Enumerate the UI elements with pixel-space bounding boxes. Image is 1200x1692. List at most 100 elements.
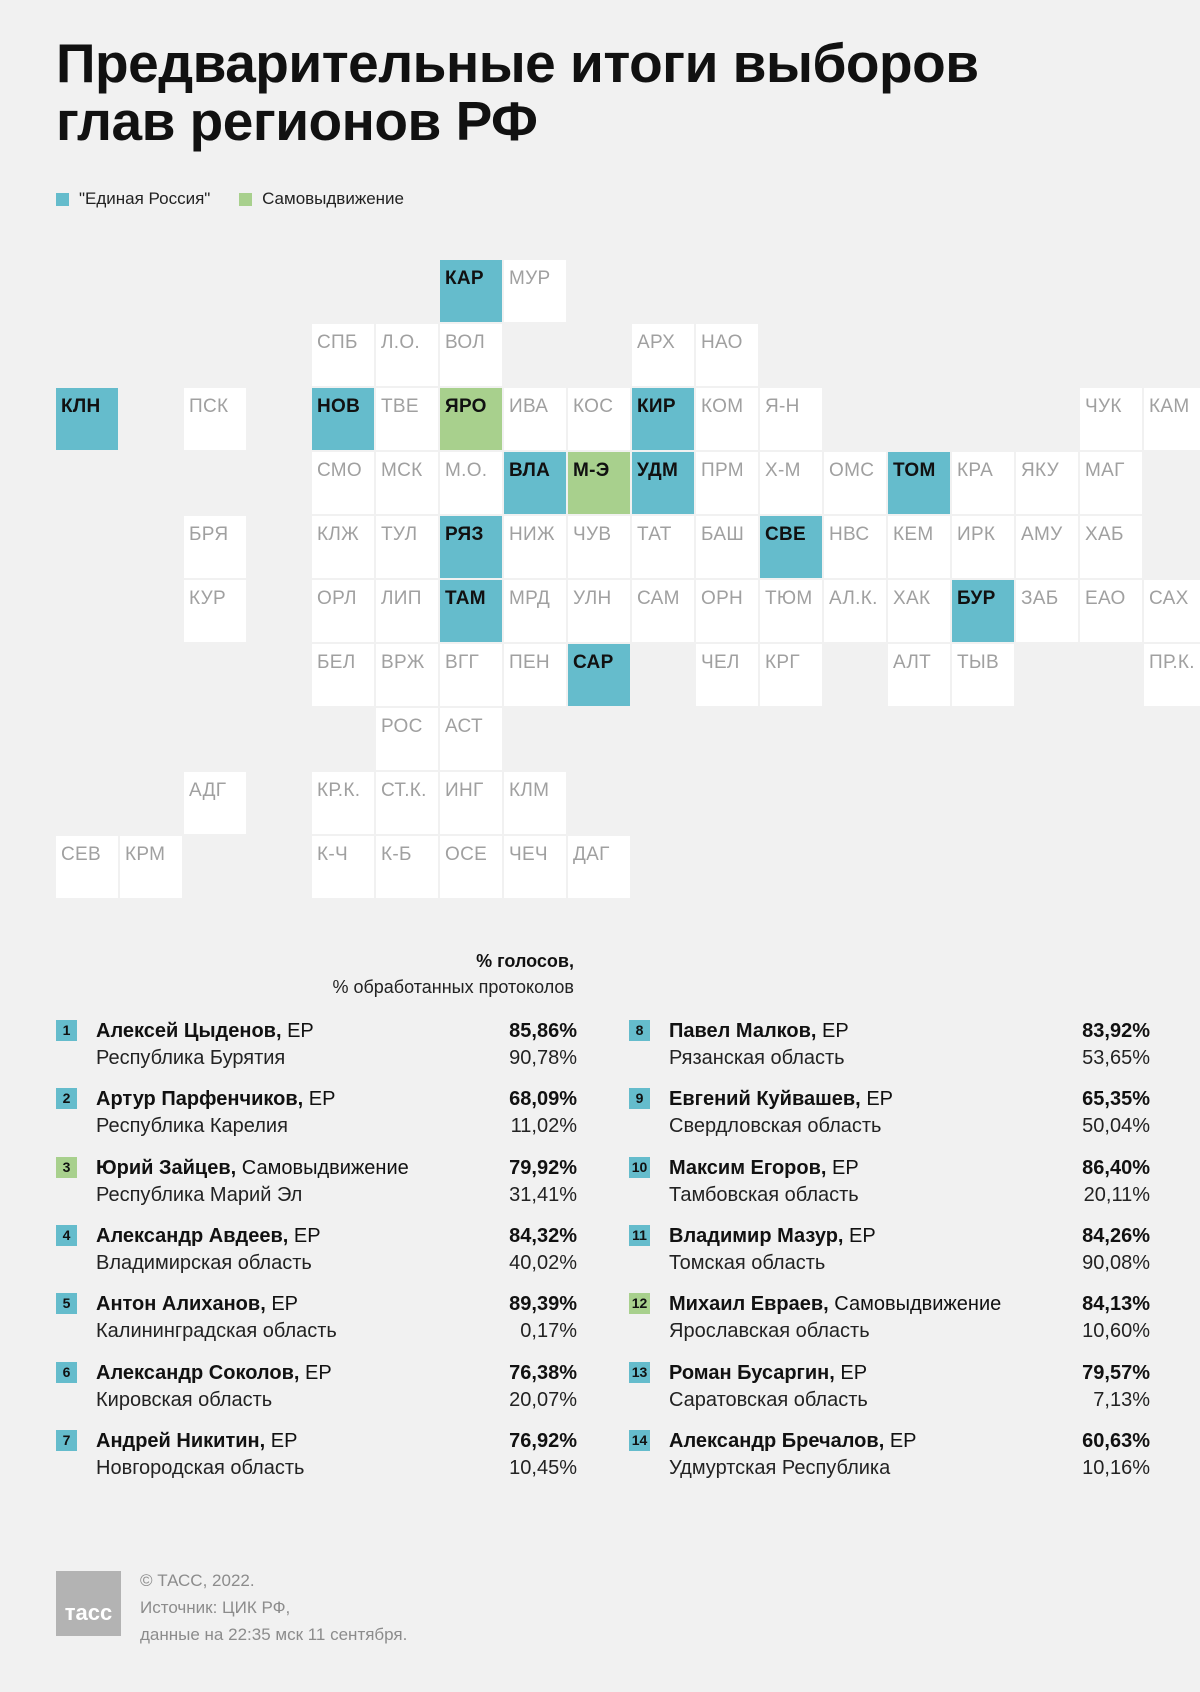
votes-percent: 84,32% — [509, 1224, 577, 1247]
page-title: Предварительные итоги выборов глав регио… — [56, 34, 1156, 150]
map-tile: ПРМ — [696, 452, 758, 514]
result-row: 2 Артур Парфенчиков, ЕР Республика Карелия… — [56, 1086, 577, 1146]
votes-percent: 76,38% — [509, 1361, 577, 1384]
candidate-region: Калининградская область — [96, 1320, 337, 1343]
legend: "Единая Россия" Самовыдвижение — [56, 189, 428, 211]
map-tile: Л.О. — [376, 324, 438, 386]
protocols-percent: 90,08% — [1082, 1251, 1150, 1274]
map-tile: СМО — [312, 452, 374, 514]
map-tile: САР — [568, 644, 630, 706]
map-tile: САХ — [1144, 580, 1200, 642]
candidate-name: Максим Егоров, ЕР — [669, 1155, 859, 1181]
candidate-region: Новгородская область — [96, 1456, 305, 1479]
result-row: 3 Юрий Зайцев, Самовыдвижение Республика М… — [56, 1155, 577, 1215]
candidate-party: ЕР — [866, 1088, 893, 1111]
votes-percent: 79,92% — [509, 1156, 577, 1179]
candidate-full-name: Владимир Мазур, — [669, 1224, 844, 1247]
votes-percent: 79,57% — [1082, 1361, 1150, 1384]
map-tile: ОСЕ — [440, 836, 502, 898]
votes-percent: 89,39% — [509, 1293, 577, 1316]
result-number-badge: 3 — [56, 1156, 77, 1178]
candidate-region: Саратовская область — [669, 1388, 868, 1411]
result-row: 6 Александр Соколов, ЕР Кировская область 7… — [56, 1360, 577, 1420]
votes-percent: 76,92% — [509, 1429, 577, 1452]
map-tile: М.О. — [440, 452, 502, 514]
tass-logo: тасс — [56, 1571, 121, 1636]
map-tile: МАГ — [1080, 452, 1142, 514]
map-tile: К-Ч — [312, 836, 374, 898]
map-tile: САМ — [632, 580, 694, 642]
map-tile: ЧЕЧ — [504, 836, 566, 898]
candidate-full-name: Александр Авдеев, — [96, 1224, 289, 1247]
protocols-percent: 11,02% — [510, 1115, 577, 1138]
map-tile: КИР — [632, 388, 694, 450]
map-tile: КЛН — [56, 388, 118, 450]
result-row: 1 Алексей Цыденов, ЕР Республика Бурятия 85… — [56, 1018, 577, 1078]
map-tile: КЛМ — [504, 772, 566, 834]
map-tile: ЯКУ — [1016, 452, 1078, 514]
map-tile: НОВ — [312, 388, 374, 450]
result-number-badge: 10 — [629, 1156, 650, 1178]
candidate-full-name: Роман Бусаргин, — [669, 1361, 835, 1384]
map-tile: ПР.К. — [1144, 644, 1200, 706]
candidate-region: Томская область — [669, 1251, 826, 1274]
results-header-protocols: % обработанных протоколов — [332, 977, 574, 997]
candidate-full-name: Александр Бречалов, — [669, 1429, 885, 1452]
results-header: % голосов, % обработанных протоколов — [180, 948, 574, 1000]
result-number-badge: 7 — [56, 1429, 77, 1451]
region-tile-map: КАР МУР СПБ Л.О. ВОЛ АРХ НАО КЛН ПСК НОВ ТВЕ ЯРО ИВА… — [56, 260, 1200, 898]
candidate-party: ЕР — [287, 1020, 314, 1042]
result-number-badge: 6 — [56, 1361, 77, 1383]
map-tile: МУР — [504, 260, 566, 322]
legend-swatch-sam — [239, 192, 253, 206]
map-tile: КОМ — [696, 388, 758, 450]
votes-percent: 68,09% — [509, 1088, 577, 1111]
map-tile: НАО — [696, 324, 758, 386]
map-tile: ЧЕЛ — [696, 644, 758, 706]
footer-timestamp: данные на 22:35 мск 11 сентября. — [140, 1625, 408, 1644]
map-tile: РЯЗ — [440, 516, 502, 578]
votes-percent: 85,86% — [509, 1020, 577, 1042]
protocols-percent: 50,04% — [1082, 1115, 1150, 1138]
result-row: 8 Павел Малков, ЕР Рязанская область 83,92%… — [629, 1018, 1150, 1078]
results-header-votes: % голосов, — [476, 951, 574, 971]
map-tile: СТ.К. — [376, 772, 438, 834]
result-row: 7 Андрей Никитин, ЕР Новгородская область 7… — [56, 1428, 577, 1488]
candidate-region: Владимирская область — [96, 1251, 312, 1274]
candidate-name: Павел Малков, ЕР — [669, 1018, 849, 1044]
map-tile: КАР — [440, 260, 502, 322]
map-tile: РОС — [376, 708, 438, 770]
map-tile: ВГГ — [440, 644, 502, 706]
map-tile: БРЯ — [184, 516, 246, 578]
candidate-name: Антон Алиханов, ЕР — [96, 1291, 298, 1317]
map-tile: АСТ — [440, 708, 502, 770]
candidate-region: Кировская область — [96, 1388, 273, 1411]
map-tile: АЛ.К. — [824, 580, 886, 642]
candidate-region: Ярославская область — [669, 1320, 870, 1343]
candidate-name: Алексей Цыденов, ЕР — [96, 1018, 314, 1044]
result-number-badge: 8 — [629, 1020, 650, 1041]
map-tile: ОРЛ — [312, 580, 374, 642]
result-row: 4 Александр Авдеев, ЕР Владимирская област… — [56, 1223, 577, 1283]
footer-credits: © ТАСС, 2022. Источник: ЦИК РФ, данные н… — [140, 1567, 407, 1648]
protocols-percent: 7,13% — [1093, 1388, 1150, 1411]
candidate-full-name: Антон Алиханов, — [96, 1293, 266, 1316]
map-tile: ТАМ — [440, 580, 502, 642]
map-tile: ИНГ — [440, 772, 502, 834]
map-tile: Х-М — [760, 452, 822, 514]
map-tile: КАМ — [1144, 388, 1200, 450]
map-tile: ИВА — [504, 388, 566, 450]
candidate-name: Роман Бусаргин, ЕР — [669, 1360, 867, 1386]
result-row: 9 Евгений Куйвашев, ЕР Свердловская област… — [629, 1086, 1150, 1146]
legend-swatch-er — [56, 192, 69, 206]
protocols-percent: 31,41% — [509, 1183, 577, 1206]
map-tile: АЛТ — [888, 644, 950, 706]
map-tile: ТВЕ — [376, 388, 438, 450]
map-tile: АРХ — [632, 324, 694, 386]
candidate-party: ЕР — [271, 1293, 298, 1316]
candidate-full-name: Андрей Никитин, — [96, 1429, 266, 1452]
result-row: 14 Александр Бречалов, ЕР Удмуртская Респу… — [629, 1428, 1150, 1488]
map-tile: ЯРО — [440, 388, 502, 450]
map-tile: АМУ — [1016, 516, 1078, 578]
candidate-region: Удмуртская Республика — [669, 1456, 891, 1479]
